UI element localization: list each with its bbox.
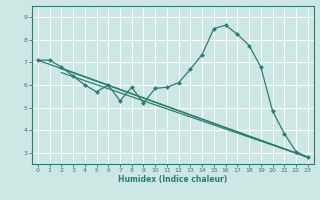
X-axis label: Humidex (Indice chaleur): Humidex (Indice chaleur) (118, 175, 228, 184)
